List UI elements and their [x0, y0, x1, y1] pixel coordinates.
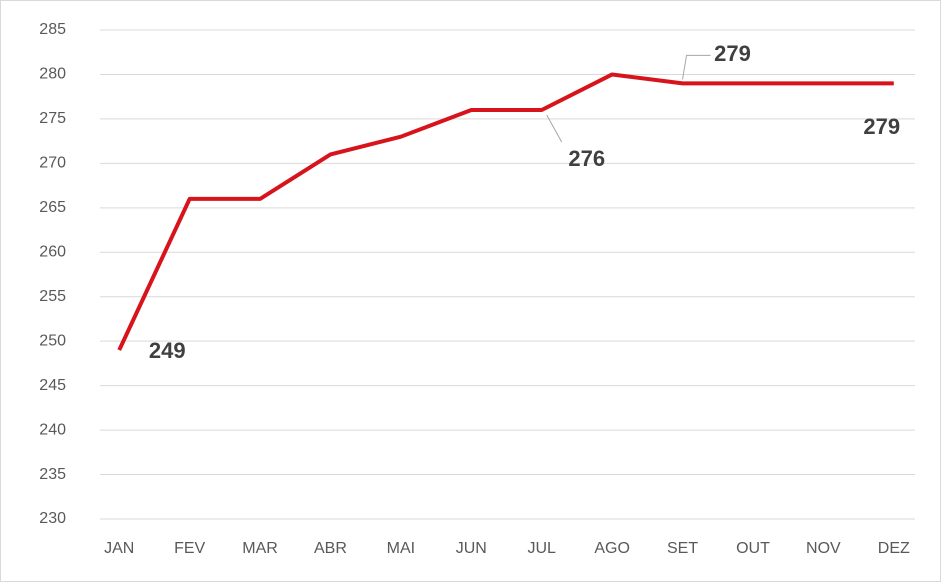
y-tick-label: 265 [39, 199, 66, 216]
x-tick-label: SET [667, 540, 698, 557]
y-tick-label: 270 [39, 155, 66, 172]
value-label: 249 [149, 338, 186, 363]
y-tick-label: 230 [39, 510, 66, 527]
y-tick-label: 255 [39, 288, 66, 305]
y-tick-label: 260 [39, 243, 66, 260]
x-tick-label: MAI [387, 540, 415, 557]
x-tick-label: JUN [456, 540, 487, 557]
y-tick-label: 235 [39, 466, 66, 483]
x-tick-label: FEV [174, 540, 205, 557]
x-tick-label: JUL [527, 540, 556, 557]
y-tick-label: 250 [39, 332, 66, 349]
y-tick-label: 275 [39, 110, 66, 127]
leader-line [682, 54, 711, 80]
value-label: 279 [863, 114, 900, 139]
leader-line [546, 114, 563, 143]
y-tick-label: 285 [39, 21, 66, 38]
value-label: 276 [568, 146, 605, 171]
y-tick-label: 280 [39, 66, 66, 83]
y-tick-label: 245 [39, 377, 66, 394]
x-tick-label: MAR [242, 540, 278, 557]
x-tick-label: ABR [314, 540, 347, 557]
x-tick-label: AGO [594, 540, 630, 557]
x-tick-label: JAN [104, 540, 134, 557]
x-tick-label: OUT [736, 540, 770, 557]
x-tick-label: DEZ [878, 540, 910, 557]
data-line [117, 72, 894, 351]
x-tick-label: NOV [806, 540, 841, 557]
value-label: 279 [714, 41, 751, 66]
y-tick-label: 240 [39, 421, 66, 438]
